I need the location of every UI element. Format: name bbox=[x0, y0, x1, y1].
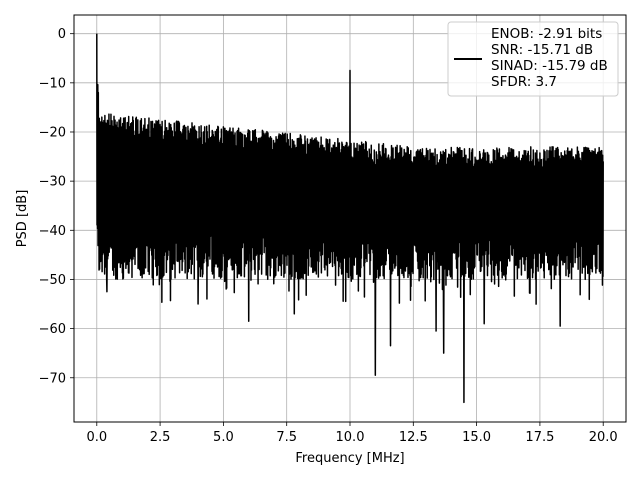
x-tick-label: 2.5 bbox=[150, 430, 171, 445]
x-axis-label: Frequency [MHz] bbox=[295, 451, 404, 466]
y-tick-label: −60 bbox=[39, 322, 66, 337]
legend-box bbox=[447, 21, 619, 97]
y-tick-label: −50 bbox=[39, 273, 66, 288]
legend-entry-sfdr: SFDR: 3.7 bbox=[491, 74, 557, 90]
x-tick-label: 10.0 bbox=[336, 430, 365, 445]
y-tick-label: −70 bbox=[39, 371, 66, 386]
y-tick-label: −40 bbox=[39, 224, 66, 239]
legend-entry-sinad: SINAD: -15.79 dB bbox=[491, 58, 608, 74]
legend: ENOB: -2.91 bits SNR: -15.71 dB SINAD: -… bbox=[447, 21, 619, 97]
x-tick-label: 17.5 bbox=[525, 430, 554, 445]
y-axis-label: PSD [dB] bbox=[15, 190, 30, 248]
x-axis: 0.0 2.5 5.0 7.5 10.0 12.5 15.0 17.5 20.0 bbox=[86, 422, 618, 445]
y-tick-label: 0 bbox=[58, 27, 66, 42]
legend-entry-enob: ENOB: -2.91 bits bbox=[491, 26, 602, 42]
x-tick-label: 7.5 bbox=[276, 430, 297, 445]
x-tick-label: 12.5 bbox=[399, 430, 428, 445]
psd-series-line bbox=[96, 33, 604, 404]
legend-entry-snr: SNR: -15.71 dB bbox=[491, 42, 593, 58]
x-tick-label: 20.0 bbox=[589, 430, 618, 445]
plot-series bbox=[96, 33, 604, 404]
x-tick-label: 15.0 bbox=[462, 430, 491, 445]
y-axis: 0 −10 −20 −30 −40 −50 −60 −70 bbox=[39, 27, 74, 386]
y-tick-label: −30 bbox=[39, 175, 66, 190]
x-tick-label: 0.0 bbox=[86, 430, 107, 445]
y-tick-label: −20 bbox=[39, 125, 66, 140]
y-tick-label: −10 bbox=[39, 76, 66, 91]
x-tick-label: 5.0 bbox=[213, 430, 234, 445]
